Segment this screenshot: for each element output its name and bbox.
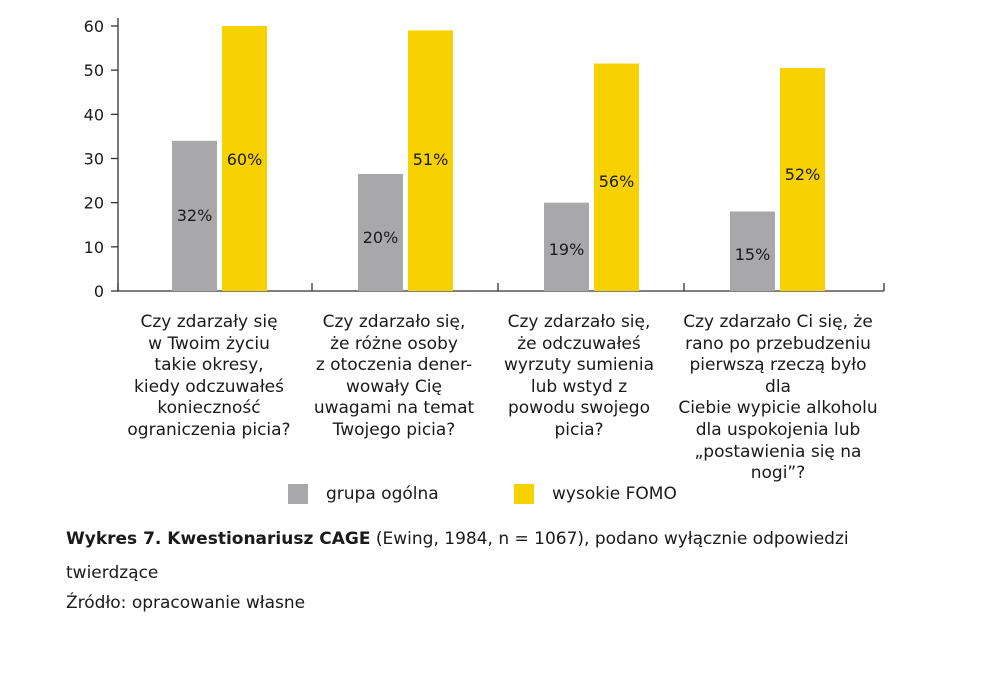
data-label: 32% [177, 206, 213, 225]
bar-wysokie-fomo [780, 67, 825, 291]
bar-grupa-ogolna [730, 211, 775, 291]
category-label-2: Czy zdarzało się, że różne osoby z otocz… [313, 312, 475, 440]
data-label: 20% [363, 228, 399, 247]
bar-grupa-ogolna [358, 173, 403, 291]
source-note: Źródło: opracowanie własne [66, 593, 306, 613]
y-tick-label: 30 [84, 150, 104, 169]
figure-caption: Wykres 7. Kwestionariusz CAGE (Ewing, 19… [66, 522, 946, 590]
bar-chart: 0 10 20 30 40 50 60 32% 60% 20% 51% 19% 56% 15% 52% [84, 17, 885, 301]
legend-item-grupa-ogolna: grupa ogólna [288, 484, 439, 504]
data-label: 51% [413, 150, 449, 169]
legend-swatch-grey [288, 484, 308, 504]
category-label-1: Czy zdarzały się w Twoim życiu takie okr… [127, 312, 291, 440]
bar-wysokie-fomo [408, 30, 453, 292]
data-label: 19% [549, 240, 585, 259]
y-tick-label: 40 [84, 105, 104, 124]
category-label-4: Czy zdarzało Ci się, że rano po przebudz… [678, 312, 878, 484]
data-label: 56% [599, 172, 635, 191]
y-tick-label: 50 [84, 61, 104, 80]
data-label: 15% [735, 245, 771, 264]
caption-title: Wykres 7. Kwestionariusz CAGE [66, 529, 371, 549]
legend-item-wysokie-fomo: wysokie FOMO [514, 484, 677, 504]
y-tick-label: 20 [84, 194, 104, 213]
data-label: 60% [227, 150, 263, 169]
bar-wysokie-fomo [594, 63, 639, 291]
legend-label: grupa ogólna [326, 484, 439, 504]
bar-grupa-ogolna [544, 202, 589, 291]
bar-grupa-ogolna [172, 140, 217, 291]
data-label: 52% [785, 165, 821, 184]
legend: grupa ogólna wysokie FOMO [0, 482, 1000, 508]
y-tick-label: 0 [94, 282, 104, 301]
y-tick-label: 10 [84, 238, 104, 257]
y-tick-label: 60 [84, 17, 104, 36]
caption-text: (Ewing, 1984, n = 1067), podano wyłączni… [66, 529, 849, 583]
category-label-3: Czy zdarzało się, że odczuwałeś wyrzuty … [503, 312, 655, 440]
legend-label: wysokie FOMO [552, 484, 677, 504]
bar-wysokie-fomo [222, 26, 267, 291]
legend-swatch-yellow [514, 484, 534, 504]
